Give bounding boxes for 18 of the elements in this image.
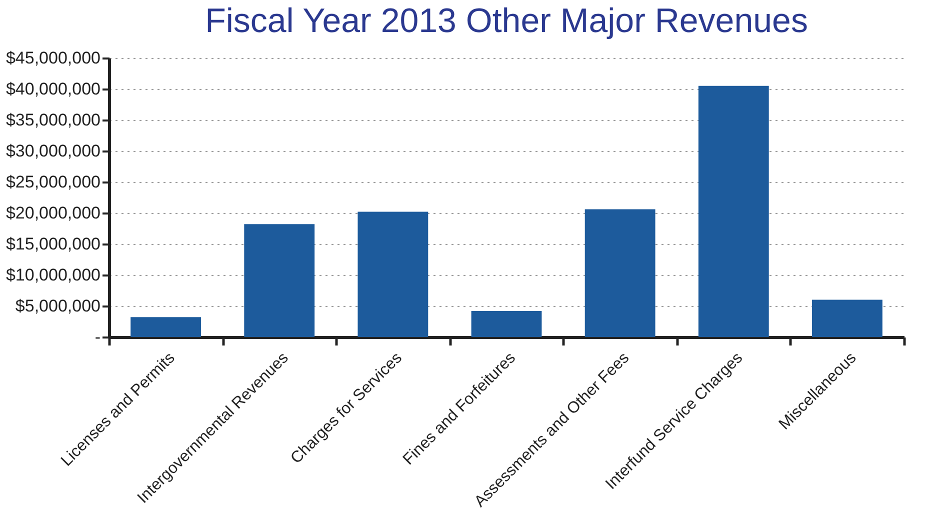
bar xyxy=(812,300,882,337)
bar xyxy=(130,317,201,337)
y-tick-label: $25,000,000 xyxy=(6,172,100,192)
bar xyxy=(698,86,769,337)
bar xyxy=(471,310,542,337)
y-tick-label: $15,000,000 xyxy=(6,234,100,254)
bar xyxy=(584,209,656,337)
y-tick-label: $20,000,000 xyxy=(6,204,100,222)
y-tick-label: $40,000,000 xyxy=(6,80,100,98)
bar xyxy=(358,212,428,337)
y-tick-label: $5,000,000 xyxy=(15,296,100,316)
y-tick-label: $45,000,000 xyxy=(6,48,100,68)
chart-title: Fiscal Year 2013 Other Major Revenues xyxy=(205,2,808,40)
y-tick-label: $10,000,000 xyxy=(6,266,100,284)
y-tick-label: - xyxy=(94,328,100,346)
y-tick-label: $30,000,000 xyxy=(6,142,100,160)
y-tick-label: $35,000,000 xyxy=(6,110,100,130)
bar xyxy=(244,224,315,337)
